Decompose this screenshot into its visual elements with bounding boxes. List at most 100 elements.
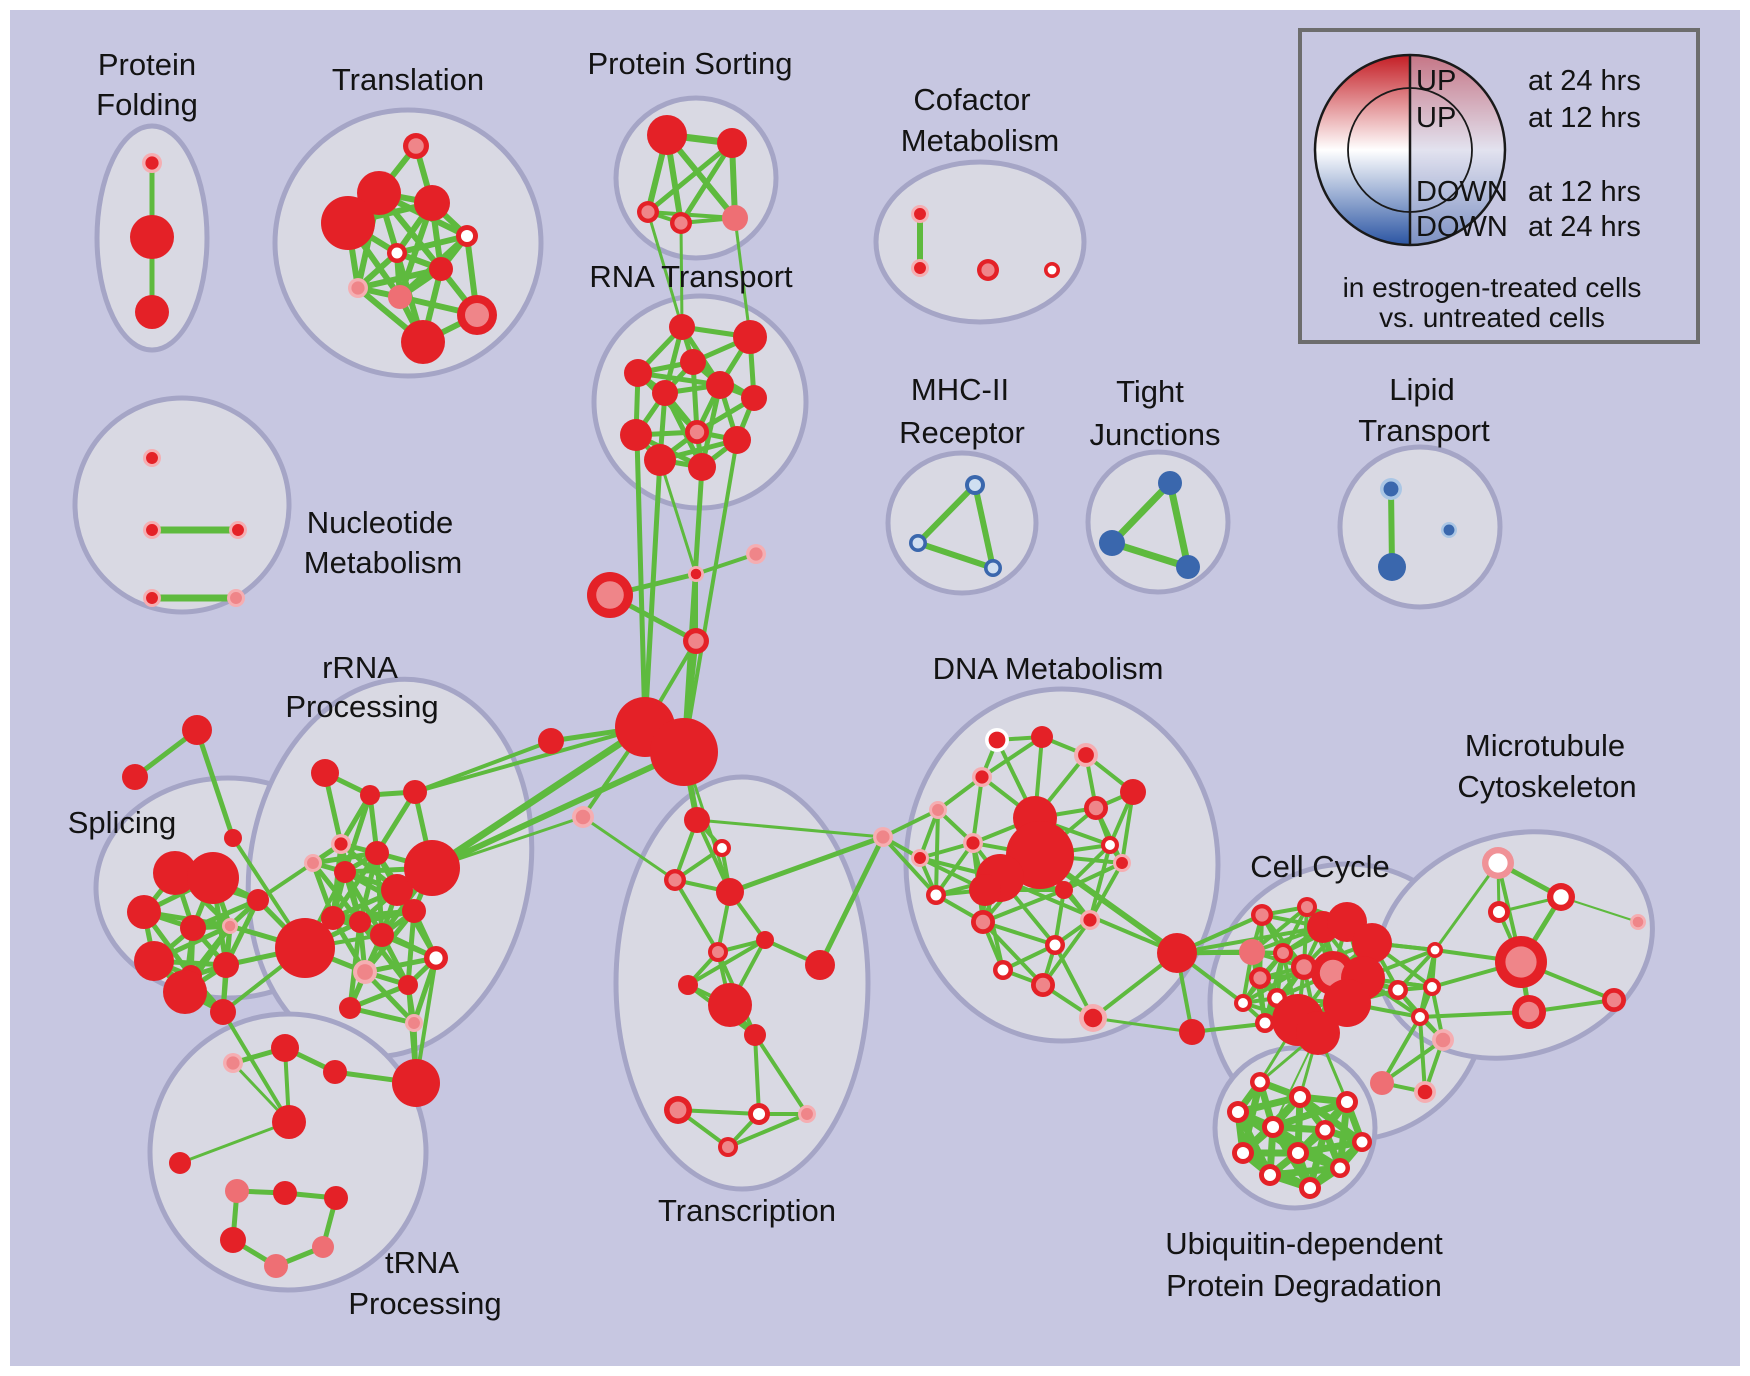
gene-node[interactable] (404, 840, 460, 896)
gene-node[interactable] (381, 874, 413, 906)
gene-node[interactable] (805, 950, 835, 980)
gene-node[interactable] (1176, 555, 1200, 579)
gene-node[interactable] (187, 852, 239, 904)
gene-node[interactable] (652, 380, 678, 406)
gene-node[interactable] (708, 983, 752, 1027)
gene-node[interactable] (220, 1227, 246, 1253)
gene-node[interactable] (388, 285, 412, 309)
gene-node[interactable] (224, 829, 242, 847)
gene-node[interactable] (323, 1060, 347, 1084)
gene-node-core (1392, 984, 1404, 996)
gene-node-core (1291, 1146, 1305, 1160)
network-edge (881, 808, 940, 839)
gene-node-core (969, 479, 981, 491)
gene-node[interactable] (756, 931, 774, 949)
gene-node[interactable] (716, 878, 744, 906)
gene-node[interactable] (324, 1186, 348, 1210)
gene-node[interactable] (402, 899, 426, 923)
gene-node[interactable] (321, 196, 375, 250)
gene-node[interactable] (669, 314, 695, 340)
gene-node[interactable] (180, 915, 206, 941)
gene-node[interactable] (1099, 530, 1125, 556)
gene-node[interactable] (429, 257, 453, 281)
gene-node[interactable] (339, 997, 361, 1019)
network-edge (1433, 861, 1500, 952)
gene-node-core (1427, 982, 1437, 992)
gene-node[interactable] (401, 320, 445, 364)
gene-node[interactable] (398, 975, 418, 995)
gene-node[interactable] (644, 444, 676, 476)
gene-node[interactable] (1378, 553, 1406, 581)
gene-node[interactable] (733, 320, 767, 354)
gene-node[interactable] (741, 385, 767, 411)
gene-node[interactable] (680, 349, 706, 375)
gene-node[interactable] (969, 874, 1001, 906)
gene-node[interactable] (647, 115, 687, 155)
gene-node[interactable] (169, 1152, 191, 1174)
gene-node[interactable] (370, 923, 394, 947)
gene-node[interactable] (272, 1105, 306, 1139)
gene-node[interactable] (678, 975, 698, 995)
gene-node[interactable] (163, 970, 207, 1014)
gene-node[interactable] (706, 371, 734, 399)
gene-node[interactable] (357, 171, 401, 215)
gene-node-core (1035, 977, 1051, 993)
gene-node[interactable] (620, 419, 652, 451)
gene-node[interactable] (127, 895, 161, 929)
gene-node[interactable] (334, 861, 356, 883)
gene-node-core (146, 592, 158, 604)
gene-node[interactable] (135, 295, 169, 329)
gene-node[interactable] (722, 205, 748, 231)
gene-node[interactable] (182, 715, 212, 745)
gene-node[interactable] (122, 764, 148, 790)
gene-node[interactable] (403, 780, 427, 804)
gene-node[interactable] (723, 426, 751, 454)
gene-node[interactable] (321, 906, 345, 930)
gene-node[interactable] (650, 718, 718, 786)
gene-node[interactable] (311, 759, 339, 787)
gene-node[interactable] (210, 999, 236, 1025)
gene-node[interactable] (247, 889, 269, 911)
gene-node[interactable] (538, 728, 564, 754)
gene-node[interactable] (1031, 726, 1053, 748)
gene-node[interactable] (273, 1181, 297, 1205)
gene-node[interactable] (414, 185, 450, 221)
gene-node[interactable] (624, 359, 652, 387)
gene-node-core (146, 452, 158, 464)
gene-node[interactable] (225, 1179, 249, 1203)
gene-node[interactable] (717, 128, 747, 158)
gene-node[interactable] (134, 941, 174, 981)
gene-node[interactable] (1239, 939, 1265, 965)
network-edge (753, 1033, 761, 1116)
gene-node[interactable] (1158, 471, 1182, 495)
gene-node[interactable] (365, 841, 389, 865)
gene-node[interactable] (264, 1254, 288, 1278)
gene-node[interactable] (1323, 979, 1371, 1027)
gene-node[interactable] (271, 1034, 299, 1062)
network-edge (1041, 918, 1092, 987)
network-edge (981, 920, 1045, 987)
gene-node-core (988, 731, 1006, 749)
gene-node[interactable] (349, 911, 371, 933)
gene-node[interactable] (684, 807, 710, 833)
gene-node[interactable] (213, 952, 239, 978)
gene-node[interactable] (275, 918, 335, 978)
gene-node[interactable] (1120, 779, 1146, 805)
gene-node[interactable] (1296, 1011, 1340, 1055)
gene-node[interactable] (744, 1024, 766, 1046)
gene-node-core (1116, 857, 1128, 869)
gene-node-core (465, 303, 489, 327)
gene-node[interactable] (1157, 933, 1197, 973)
network-edge (1418, 1015, 1427, 1094)
gene-node[interactable] (130, 215, 174, 259)
gene-node[interactable] (1352, 923, 1392, 963)
gene-node[interactable] (360, 785, 380, 805)
gene-node[interactable] (1370, 1071, 1394, 1095)
gene-node[interactable] (1055, 881, 1073, 899)
gene-node[interactable] (392, 1059, 440, 1107)
gene-node[interactable] (153, 851, 197, 895)
gene-node[interactable] (688, 453, 716, 481)
gene-node[interactable] (312, 1236, 334, 1258)
network-edge (679, 221, 684, 329)
gene-node[interactable] (1179, 1019, 1205, 1045)
